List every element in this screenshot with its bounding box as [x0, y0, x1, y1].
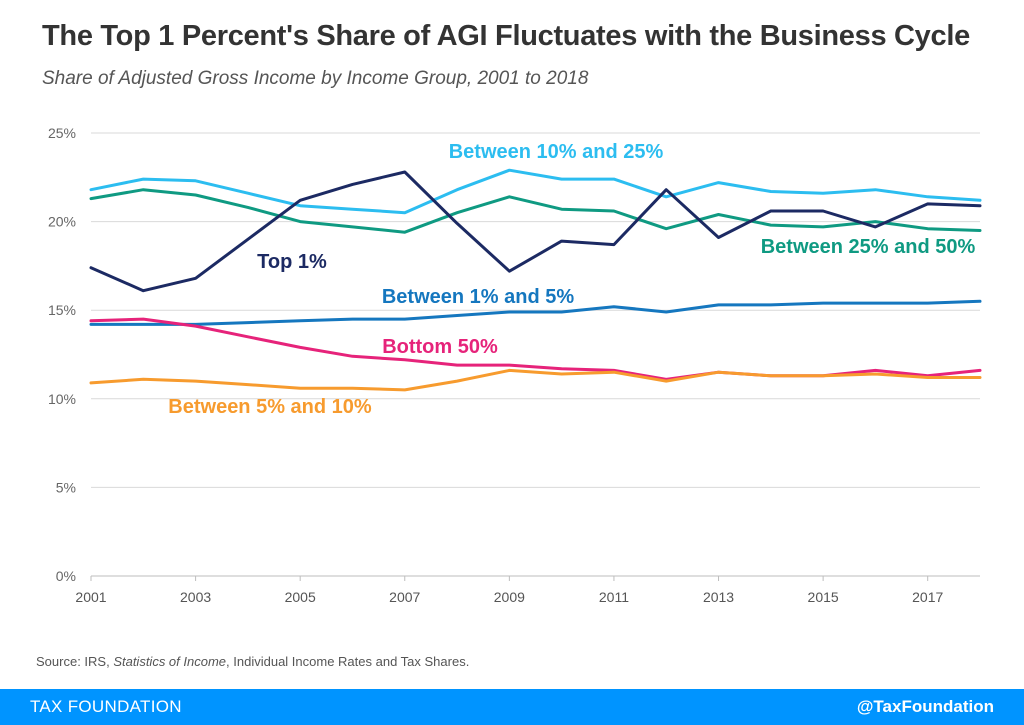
x-tick-label: 2011	[599, 589, 629, 605]
y-tick-label: 0%	[56, 568, 76, 584]
series-label-between-1-and-5: Between 1% and 5%	[382, 286, 575, 308]
series-line-between-10-and-25	[89, 168, 982, 215]
series-line-between-25-and-50	[89, 188, 982, 234]
source-note: Source: IRS, Statistics of Income, Indiv…	[36, 654, 469, 669]
x-tick-label: 2007	[389, 589, 420, 605]
series-label-between-10-and-25: Between 10% and 25%	[449, 141, 664, 163]
chart-title: The Top 1 Percent's Share of AGI Fluctua…	[42, 20, 970, 52]
footer-brand: TAX FOUNDATION	[30, 697, 182, 716]
footer-bar: TAX FOUNDATION @TaxFoundation	[0, 689, 1024, 725]
x-tick-label: 2013	[703, 589, 734, 605]
series-line-top-1	[89, 170, 982, 293]
series-labels: Between 10% and 25% Between 25% and 50% To…	[168, 141, 975, 418]
source-italic: Statistics of Income	[113, 654, 227, 669]
x-tick-label: 2005	[285, 589, 316, 605]
series-line-between-5-and-10	[89, 368, 982, 392]
series-label-between-5-and-10: Between 5% and 10%	[168, 396, 372, 418]
series-line-bottom-50	[89, 317, 982, 381]
axis-ticks: 0% 5% 10% 15% 20% 25% 2001 2003 2005 2007 2009 2011…	[48, 125, 944, 605]
y-tick-label: 5%	[56, 479, 76, 495]
x-tick-label: 2015	[808, 589, 839, 605]
source-suffix: , Individual Income Rates and Tax Shares…	[226, 654, 470, 669]
source-prefix: Source: IRS,	[36, 654, 114, 669]
series-label-top-1: Top 1%	[257, 251, 327, 273]
chart-subtitle: Share of Adjusted Gross Income by Income…	[42, 68, 589, 89]
series-lines	[89, 168, 982, 392]
y-tick-label: 10%	[48, 391, 76, 407]
x-tick-label: 2001	[75, 589, 106, 605]
series-label-bottom-50: Bottom 50%	[382, 336, 498, 358]
y-tick-label: 20%	[48, 214, 76, 230]
line-chart: 0% 5% 10% 15% 20% 25% 2001 2003 2005 2007 2009 2011…	[48, 125, 982, 605]
footer-handle[interactable]: @TaxFoundation	[856, 697, 994, 716]
y-tick-label: 15%	[48, 302, 76, 318]
y-tick-label: 25%	[48, 125, 76, 141]
series-label-between-25-and-50: Between 25% and 50%	[761, 236, 976, 258]
grid-lines	[91, 132, 980, 577]
x-tick-label: 2009	[494, 589, 525, 605]
x-tick-label: 2017	[912, 589, 943, 605]
x-tick-label: 2003	[180, 589, 211, 605]
series-line-between-1-and-5	[89, 299, 982, 326]
